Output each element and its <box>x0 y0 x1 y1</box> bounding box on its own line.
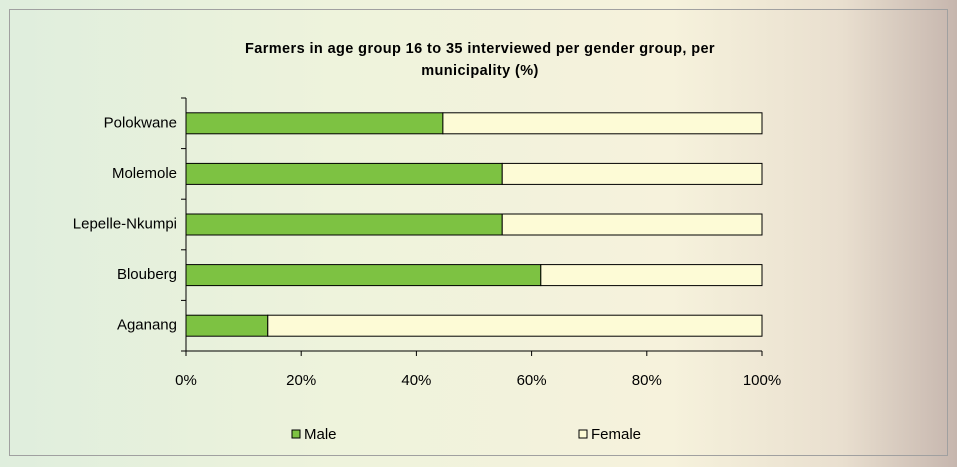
bar-segment <box>501 162 763 185</box>
x-tick-label: 60% <box>517 372 547 389</box>
bar-segment <box>442 112 763 135</box>
bar-segment <box>501 213 763 236</box>
chart-border <box>9 9 948 456</box>
bar-segment <box>185 314 269 337</box>
y-tick-label: Molemole <box>112 165 177 182</box>
legend-label: Female <box>591 426 641 443</box>
y-tick-label: Aganang <box>117 317 177 334</box>
x-tick-label: 100% <box>743 372 781 389</box>
y-tick-label: Blouberg <box>117 266 177 283</box>
y-tick-label: Polokwane <box>104 114 177 131</box>
x-tick-label: 20% <box>286 372 316 389</box>
y-tick-label: Lepelle-Nkumpi <box>73 215 177 232</box>
bar-segment <box>185 213 503 236</box>
bar-segment <box>185 264 542 287</box>
chart-title: Farmers in age group 16 to 35 interviewe… <box>245 41 715 79</box>
legend-swatch <box>291 429 301 439</box>
bar-segment <box>267 314 763 337</box>
x-tick-label: 0% <box>175 372 197 389</box>
x-tick-label: 40% <box>401 372 431 389</box>
bar-segment <box>185 112 444 135</box>
legend-label: Male <box>304 426 337 443</box>
bar-segment <box>540 264 763 287</box>
bar-segment <box>185 162 503 185</box>
x-tick-label: 80% <box>632 372 662 389</box>
legend-swatch <box>578 429 588 439</box>
